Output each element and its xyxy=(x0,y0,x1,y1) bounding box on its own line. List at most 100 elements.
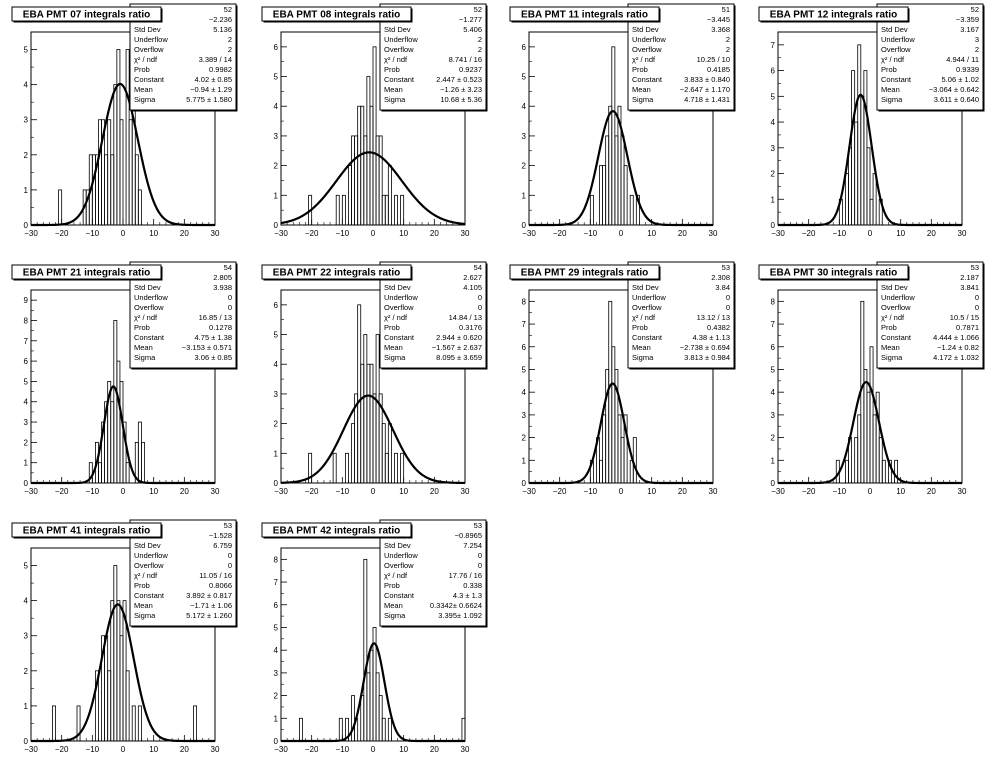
stats-value: 0 xyxy=(726,303,730,312)
histogram-bar xyxy=(378,135,383,226)
histogram-bar xyxy=(125,462,130,484)
stats-label: Sigma xyxy=(134,611,156,620)
x-tick-label: 0 xyxy=(619,229,624,238)
histogram-bar xyxy=(366,672,371,742)
stats-label: Mean xyxy=(384,85,403,94)
histogram-bar xyxy=(348,165,352,226)
stats-value: 3.611 ± 0.640 xyxy=(934,95,979,104)
y-tick-label: 2 xyxy=(522,162,527,171)
x-tick-label: −20 xyxy=(305,487,319,496)
histogram-bar xyxy=(351,135,355,226)
stats-value: 0 xyxy=(975,293,979,302)
x-tick-label: 10 xyxy=(896,229,905,238)
histogram-bar xyxy=(122,421,127,484)
x-tick-label: 20 xyxy=(180,229,189,238)
stats-label: Overflow xyxy=(384,561,414,570)
stats-value: 0 xyxy=(228,293,232,302)
histogram-bar xyxy=(104,154,109,226)
x-tick-label: 0 xyxy=(868,229,873,238)
histogram-bar xyxy=(857,44,862,226)
stats-value: 2.627 xyxy=(463,273,482,282)
y-tick-label: 3 xyxy=(274,390,279,399)
stats-value: 3.389 / 14 xyxy=(199,55,232,64)
stats-label: Overflow xyxy=(632,303,662,312)
stats-value: 0 xyxy=(478,303,482,312)
stats-label: Prob xyxy=(384,323,400,332)
stats-label: Overflow xyxy=(134,303,164,312)
stats-box xyxy=(876,261,984,369)
stats-label: Sigma xyxy=(881,353,903,362)
stats-label: Prob xyxy=(384,65,400,74)
y-tick-label: 8 xyxy=(24,316,29,325)
x-tick-label: 20 xyxy=(927,487,936,496)
stats-label: Sigma xyxy=(134,95,156,104)
chart-title: EBA PMT 07 integrals ratio xyxy=(23,10,150,21)
y-tick-label: 0 xyxy=(522,479,527,488)
x-tick-label: −10 xyxy=(833,229,847,238)
histogram-bar xyxy=(881,459,886,484)
x-tick-label: 10 xyxy=(399,229,408,238)
stats-value: 2.447 ± 0.523 xyxy=(436,75,482,84)
stats-value: 53 xyxy=(474,521,482,530)
stats-value: 0.4185 xyxy=(707,65,730,74)
histogram-bar xyxy=(116,600,121,742)
x-tick-label: −10 xyxy=(336,487,350,496)
y-tick-label: 5 xyxy=(274,623,279,632)
stats-value: −2.738 ± 0.694 xyxy=(680,343,730,352)
histogram-bar xyxy=(851,70,856,226)
stats-label: Overflow xyxy=(632,45,662,54)
histogram-bar xyxy=(341,194,346,226)
stats-value: 52 xyxy=(224,5,232,14)
stats-value: 51 xyxy=(722,5,730,14)
stats-label: Sigma xyxy=(632,95,654,104)
stats-value: 3.395± 1.092 xyxy=(438,611,482,620)
histogram-bar xyxy=(387,423,392,484)
histogram-bar xyxy=(360,363,365,484)
stats-value: 4.718 ± 1.431 xyxy=(684,95,730,104)
chart-title: EBA PMT 30 integrals ratio xyxy=(770,268,897,279)
y-tick-label: 1 xyxy=(522,456,527,465)
x-tick-label: −20 xyxy=(305,745,319,754)
histogram-bar xyxy=(116,49,121,226)
stats-value: −1.26 ± 3.23 xyxy=(440,85,482,94)
x-tick-label: 0 xyxy=(121,487,126,496)
chart-title: EBA PMT 21 integrals ratio xyxy=(23,268,150,279)
y-tick-label: 0 xyxy=(522,221,527,230)
x-tick-label: −10 xyxy=(336,229,350,238)
y-tick-label: 4 xyxy=(24,398,29,407)
stats-value: 2 xyxy=(726,45,730,54)
stats-value: 5.06 ± 1.02 xyxy=(942,75,979,84)
histogram-bar xyxy=(623,165,628,226)
y-tick-label: 0 xyxy=(24,479,29,488)
histogram-bar xyxy=(113,84,118,226)
histogram-bar xyxy=(134,154,139,226)
stats-label: Mean xyxy=(134,85,153,94)
stats-label: Prob xyxy=(134,581,150,590)
x-tick-label: −10 xyxy=(86,745,100,754)
histogram-bar xyxy=(854,121,859,226)
stats-label: χ² / ndf xyxy=(632,313,656,322)
histogram-bar xyxy=(611,46,616,226)
stats-label: Constant xyxy=(881,75,912,84)
y-tick-label: 3 xyxy=(771,411,776,420)
stats-label: Std Dev xyxy=(384,283,411,292)
x-tick-label: 0 xyxy=(619,487,624,496)
y-tick-label: 3 xyxy=(771,144,776,153)
histogram-bar xyxy=(599,165,603,226)
stats-label: Sigma xyxy=(384,611,406,620)
stats-label: Std Dev xyxy=(632,283,659,292)
x-tick-label: −10 xyxy=(336,745,350,754)
stats-value: 0 xyxy=(726,293,730,302)
x-tick-label: 20 xyxy=(430,229,439,238)
stats-value: 4.444 ± 1.066 xyxy=(933,333,979,342)
stats-value: 16.85 / 13 xyxy=(199,313,232,322)
stats-value: −0.8965 xyxy=(455,531,482,540)
histogram-bar xyxy=(387,165,392,226)
stats-value: 0.9982 xyxy=(209,65,232,74)
histogram-bar xyxy=(357,304,362,484)
stats-value: 2 xyxy=(975,45,979,54)
x-tick-label: −10 xyxy=(833,487,847,496)
stats-value: 4.38 ± 1.13 xyxy=(693,333,730,342)
x-tick-label: 20 xyxy=(430,487,439,496)
x-tick-label: 10 xyxy=(149,745,158,754)
